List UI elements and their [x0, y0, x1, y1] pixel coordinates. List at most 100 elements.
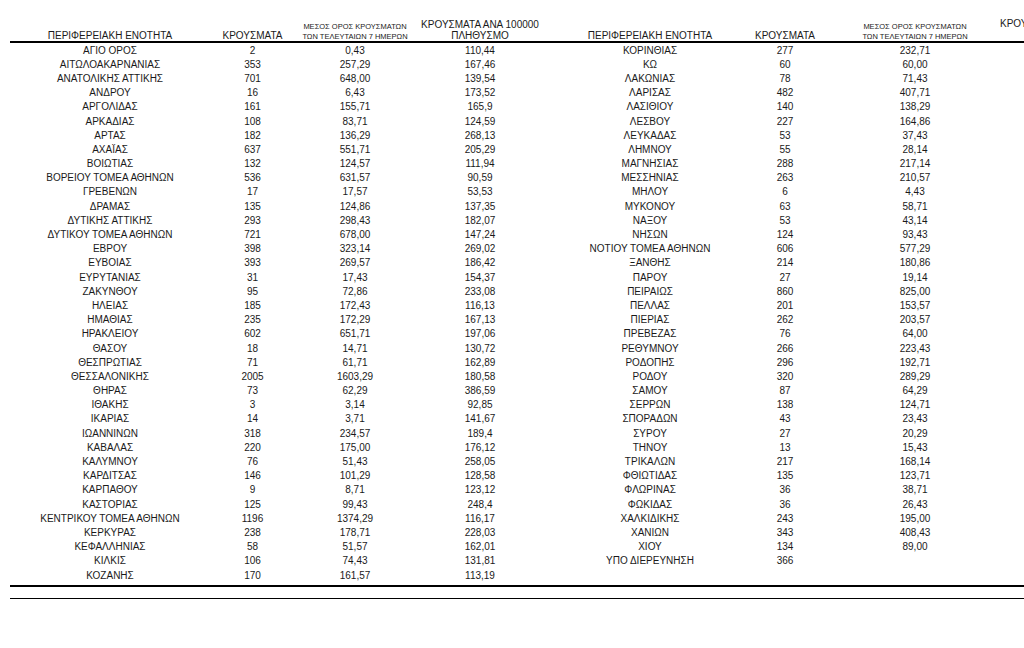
- avg7-cell: 155,71: [295, 101, 415, 112]
- region-cell: ΡΕΘΥΜΝΟΥ: [560, 343, 740, 354]
- region-cell: ΣΕΡΡΩΝ: [560, 399, 740, 410]
- per100k-cell: 233,08: [415, 286, 545, 297]
- table-header-row: ΠΕΡΙΦΕΡΕΙΑΚΗ ΕΝΟΤΗΤΑ ΚΡΟΥΣΜΑΤΑ ΜΕΣΟΣ ΟΡΟ…: [560, 17, 1024, 41]
- cases-cell: 17: [210, 186, 295, 197]
- region-cell: ΗΡΑΚΛΕΙΟΥ: [10, 328, 210, 339]
- table-row: ΑΓΙΟ ΟΡΟΣ20,43110,44: [10, 43, 545, 57]
- region-cell: ΠΕΛΛΑΣ: [560, 300, 740, 311]
- region-cell: ΚΕΡΚΥΡΑΣ: [10, 527, 210, 538]
- table-row: ΣΥΡΟΥ2720,29: [560, 426, 1024, 440]
- cases-cell: 602: [210, 328, 295, 339]
- table-row: ΘΕΣΣΑΛΟΝΙΚΗΣ20051603,29180,58: [10, 369, 545, 383]
- cases-cell: 482: [740, 87, 830, 98]
- region-cell: ΖΑΚΥΝΘΟΥ: [10, 286, 210, 297]
- cases-cell: 288: [740, 158, 830, 169]
- cases-cell: 220: [210, 442, 295, 453]
- col-header-cases-label: ΚΡΟΥΣΜΑΤΑ: [223, 30, 283, 41]
- region-cell: ΛΑΡΙΣΑΣ: [560, 87, 740, 98]
- avg7-cell: 43,14: [830, 215, 1000, 226]
- avg7-cell: 58,71: [830, 201, 1000, 212]
- table-row: ΚΑΒΑΛΑΣ220175,00176,12: [10, 440, 545, 454]
- table-row: ΘΗΡΑΣ7362,29386,59: [10, 384, 545, 398]
- table-row: ΗΜΑΘΙΑΣ235172,29167,13: [10, 313, 545, 327]
- region-cell: ΘΕΣΠΡΩΤΙΑΣ: [10, 357, 210, 368]
- bottom-rule-2: [10, 598, 1024, 599]
- region-cell: ΔΥΤΙΚΟΥ ΤΟΜΕΑ ΑΘΗΝΩΝ: [10, 229, 210, 240]
- cases-cell: 318: [210, 428, 295, 439]
- avg7-cell: 74,43: [295, 555, 415, 566]
- cases-cell: 27: [740, 272, 830, 283]
- cases-cell: 6: [740, 186, 830, 197]
- per100k-cell: 123,12: [415, 484, 545, 495]
- per100k-cell: 131,81: [415, 555, 545, 566]
- cases-cell: 31: [210, 272, 295, 283]
- table-row: ΣΑΜΟΥ8764,29: [560, 384, 1024, 398]
- region-cell: ΣΥΡΟΥ: [560, 428, 740, 439]
- region-cell: ΕΥΡΥΤΑΝΙΑΣ: [10, 272, 210, 283]
- per100k-cell: 147,24: [415, 229, 545, 240]
- avg7-cell: 172,29: [295, 314, 415, 325]
- avg7-cell: 17,43: [295, 272, 415, 283]
- cases-cell: 63: [740, 201, 830, 212]
- avg7-cell: 26,43: [830, 499, 1000, 510]
- cases-cell: 860: [740, 286, 830, 297]
- per100k-cell: 162,01: [415, 541, 545, 552]
- table-row: ΞΑΝΘΗΣ214180,86: [560, 256, 1024, 270]
- region-cell: ΑΧΑΪΑΣ: [10, 144, 210, 155]
- region-cell: ΦΘΙΩΤΙΔΑΣ: [560, 470, 740, 481]
- region-cell: ΙΩΑΝΝΙΝΩΝ: [10, 428, 210, 439]
- col-header-per100k-clipped-label: ΚΡΟΥΣ: [1000, 18, 1024, 29]
- cases-cell: 2: [210, 45, 295, 56]
- avg7-cell: 407,71: [830, 87, 1000, 98]
- cases-cell: 124: [740, 229, 830, 240]
- avg7-cell: 257,29: [295, 59, 415, 70]
- avg7-cell: 232,71: [830, 45, 1000, 56]
- cases-cell: 53: [740, 130, 830, 141]
- table-body-right: ΚΟΡΙΝΘΙΑΣ277232,71ΚΩ6060,00ΛΑΚΩΝΙΑΣ7871,…: [560, 43, 1024, 568]
- table-row: ΔΥΤΙΚΗΣ ΑΤΤΙΚΗΣ293298,43182,07: [10, 213, 545, 227]
- col-header-avg7-line1: ΜΕΣΟΣ ΟΡΟΣ ΚΡΟΥΣΜΑΤΩΝ: [303, 22, 406, 32]
- table-row: ΑΝΔΡΟΥ166,43173,52: [10, 86, 545, 100]
- avg7-cell: 72,86: [295, 286, 415, 297]
- cases-cell: 135: [740, 470, 830, 481]
- avg7-cell: 62,29: [295, 385, 415, 396]
- per100k-cell: 116,17: [415, 513, 545, 524]
- per100k-cell: 182,07: [415, 215, 545, 226]
- cases-cell: 27: [740, 428, 830, 439]
- avg7-cell: 223,43: [830, 343, 1000, 354]
- col-header-avg7: ΜΕΣΟΣ ΟΡΟΣ ΚΡΟΥΣΜΑΤΩΝ ΤΩΝ ΤΕΛΕΥΤΑΙΩΝ 7 Η…: [830, 17, 1000, 41]
- avg7-cell: 17,57: [295, 186, 415, 197]
- table-row: ΛΕΥΚΑΔΑΣ5337,43: [560, 128, 1024, 142]
- avg7-cell: 64,29: [830, 385, 1000, 396]
- table-row: ΕΥΒΟΙΑΣ393269,57186,42: [10, 256, 545, 270]
- col-header-avg7-line2: ΤΩΝ ΤΕΛΕΥΤΑΙΩΝ 7 ΗΜΕΡΩΝ: [302, 32, 407, 42]
- avg7-cell: 51,43: [295, 456, 415, 467]
- region-cell: ΚΩ: [560, 59, 740, 70]
- per100k-cell: 258,05: [415, 456, 545, 467]
- avg7-cell: 192,71: [830, 357, 1000, 368]
- region-cell: ΜΑΓΝΗΣΙΑΣ: [560, 158, 740, 169]
- header-rule: [10, 41, 1024, 43]
- cases-cell: 182: [210, 130, 295, 141]
- region-cell: ΚΕΦΑΛΛΗΝΙΑΣ: [10, 541, 210, 552]
- cases-cell: 9: [210, 484, 295, 495]
- avg7-cell: 217,14: [830, 158, 1000, 169]
- avg7-cell: 99,43: [295, 499, 415, 510]
- avg7-cell: 89,00: [830, 541, 1000, 552]
- region-cell: ΑΝΑΤΟΛΙΚΗΣ ΑΤΤΙΚΗΣ: [10, 73, 210, 84]
- table-row: ΘΑΣΟΥ1814,71130,72: [10, 341, 545, 355]
- avg7-cell: 648,00: [295, 73, 415, 84]
- avg7-cell: 20,29: [830, 428, 1000, 439]
- table-row: ΛΑΣΙΘΙΟΥ140138,29: [560, 100, 1024, 114]
- cases-cell: 106: [210, 555, 295, 566]
- table-row: ΗΡΑΚΛΕΙΟΥ602651,71197,06: [10, 327, 545, 341]
- per100k-cell: 248,4: [415, 499, 545, 510]
- avg7-cell: 71,43: [830, 73, 1000, 84]
- table-row: ΚΑΡΠΑΘΟΥ98,71123,12: [10, 483, 545, 497]
- avg7-cell: 234,57: [295, 428, 415, 439]
- avg7-cell: 38,71: [830, 484, 1000, 495]
- table-row: ΛΑΚΩΝΙΑΣ7871,43: [560, 71, 1024, 85]
- table-row: ΚΩ6060,00: [560, 57, 1024, 71]
- region-cell: ΚΑΡΔΙΤΣΑΣ: [10, 470, 210, 481]
- region-cell: ΛΑΚΩΝΙΑΣ: [560, 73, 740, 84]
